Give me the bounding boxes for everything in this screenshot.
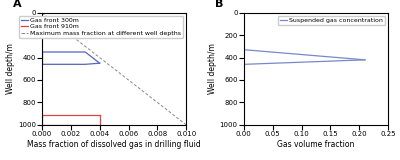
Text: B: B	[215, 0, 223, 9]
X-axis label: Gas volume fraction: Gas volume fraction	[277, 140, 355, 149]
Y-axis label: Well depth/m: Well depth/m	[6, 43, 15, 94]
Y-axis label: Well depth/m: Well depth/m	[208, 43, 217, 94]
Text: A: A	[13, 0, 22, 9]
X-axis label: Mass fraction of dissolved gas in drilling fluid: Mass fraction of dissolved gas in drilli…	[27, 140, 201, 149]
Legend: Suspended gas concentration: Suspended gas concentration	[278, 16, 385, 25]
Legend: Gas front 300m, Gas front 910m, Maximum mass fraction at different well depths: Gas front 300m, Gas front 910m, Maximum …	[19, 16, 183, 38]
